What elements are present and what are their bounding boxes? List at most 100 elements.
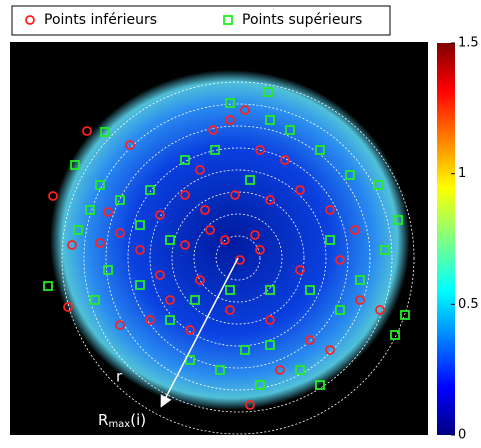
point — [185, 325, 195, 335]
point — [255, 145, 265, 155]
point — [115, 320, 125, 330]
legend: Points inférieurs Points supérieurs — [25, 12, 362, 28]
point — [208, 125, 218, 135]
point — [165, 295, 175, 305]
point — [225, 305, 235, 315]
rmax-base: R — [98, 411, 108, 429]
point — [325, 235, 335, 245]
point — [373, 180, 383, 190]
point — [315, 380, 325, 390]
point — [265, 285, 275, 295]
point — [135, 245, 145, 255]
point — [115, 228, 125, 238]
point — [195, 165, 205, 175]
point — [155, 270, 165, 280]
plot-area — [43, 87, 410, 410]
point — [220, 235, 230, 245]
point — [100, 127, 110, 137]
point — [190, 295, 200, 305]
point — [265, 195, 275, 205]
point — [125, 140, 135, 150]
point — [210, 145, 220, 155]
point — [335, 255, 345, 265]
radius-arrow — [160, 257, 239, 408]
point — [225, 285, 235, 295]
point — [73, 225, 83, 235]
point — [305, 335, 315, 345]
rmax-tail: (i) — [130, 411, 146, 429]
point — [240, 345, 250, 355]
point — [180, 155, 190, 165]
point — [95, 180, 105, 190]
point — [295, 365, 305, 375]
point — [103, 207, 113, 217]
point — [245, 175, 255, 185]
point — [325, 205, 335, 215]
point — [245, 400, 255, 410]
point — [265, 340, 275, 350]
point — [390, 330, 400, 340]
point — [240, 105, 250, 115]
point — [48, 191, 58, 201]
point — [285, 125, 295, 135]
legend-box — [11, 5, 391, 36]
colorbar-tick-label: 1.5 — [458, 36, 479, 51]
colorbar-tick-label: 1 — [458, 166, 466, 181]
point — [305, 285, 315, 295]
point — [355, 295, 365, 305]
colorbar — [437, 43, 455, 435]
point — [265, 315, 275, 325]
radius-circles — [61, 81, 415, 435]
point — [255, 380, 265, 390]
point — [230, 190, 240, 200]
rmax-sub: max — [108, 419, 130, 430]
point — [82, 126, 92, 136]
point — [70, 160, 80, 170]
point — [180, 240, 190, 250]
point — [115, 195, 125, 205]
colorbar-tick-label: 0.5 — [458, 297, 479, 312]
point — [325, 345, 335, 355]
point — [263, 87, 273, 97]
point — [335, 305, 345, 315]
intensity-disk — [50, 70, 410, 410]
point — [67, 240, 77, 250]
point — [165, 315, 175, 325]
point — [400, 310, 410, 320]
point — [350, 225, 360, 235]
point — [265, 115, 275, 125]
point — [90, 295, 100, 305]
point — [295, 185, 305, 195]
point — [275, 365, 285, 375]
legend-label: Points inférieurs — [44, 12, 157, 28]
point — [43, 281, 53, 291]
rmax-label: Rmax(i) — [98, 411, 146, 431]
point — [145, 315, 155, 325]
point — [355, 275, 365, 285]
point — [375, 305, 385, 315]
point — [155, 210, 165, 220]
point — [215, 365, 225, 375]
legend-label: Points supérieurs — [242, 12, 362, 28]
point — [280, 155, 290, 165]
point — [225, 98, 235, 108]
point — [195, 275, 205, 285]
point — [145, 185, 155, 195]
point — [205, 225, 215, 235]
legend-marker — [223, 15, 233, 25]
point — [225, 115, 235, 125]
point — [95, 238, 105, 248]
point — [235, 255, 245, 265]
point — [380, 245, 390, 255]
legend-marker — [25, 15, 35, 25]
point — [295, 265, 305, 275]
point — [250, 230, 260, 240]
r-label: r — [116, 368, 123, 386]
point — [315, 145, 325, 155]
point — [165, 235, 175, 245]
point — [85, 205, 95, 215]
point — [255, 245, 265, 255]
colorbar-tick-label: 0 — [458, 428, 466, 443]
colorbar-axis: 0 0.5 1 1.5 — [451, 36, 479, 443]
